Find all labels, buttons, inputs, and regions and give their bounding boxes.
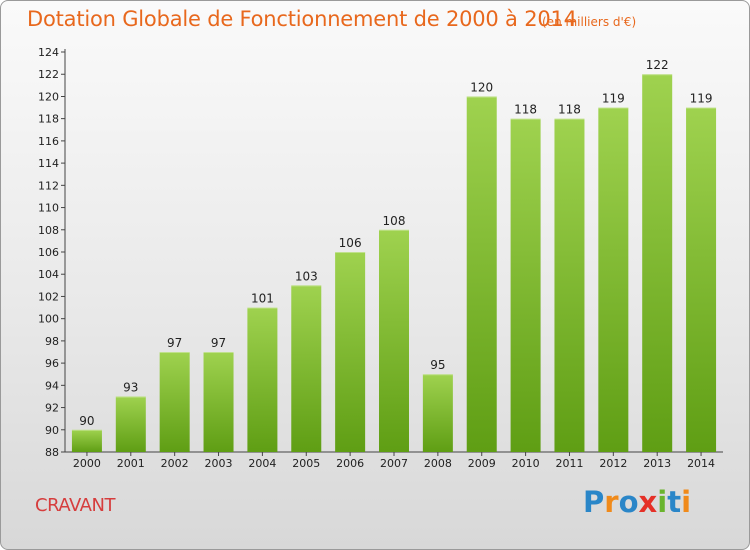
- value-label-2012: 119: [602, 92, 625, 106]
- x-tick-label: 2009: [468, 457, 496, 470]
- x-tick-label: 2004: [248, 457, 276, 470]
- y-tick-label: 102: [38, 290, 59, 303]
- y-tick-label: 122: [38, 68, 59, 81]
- y-tick-label: 104: [38, 268, 59, 281]
- y-tick-label: 124: [38, 46, 59, 59]
- logo-letter: r: [604, 485, 619, 519]
- x-tick-label: 2006: [336, 457, 364, 470]
- x-tick-label: 2014: [687, 457, 715, 470]
- bar-2000: [71, 429, 102, 452]
- y-tick-label: 110: [38, 202, 59, 215]
- value-labels-group: 90 93 97 97 101 103 106 108 95 120 118 118 119 122 119: [79, 58, 712, 428]
- logo-letter: x: [638, 485, 658, 519]
- bar-2010: [510, 118, 541, 453]
- x-tick-label: 2010: [512, 457, 540, 470]
- value-label-2011: 118: [558, 103, 581, 117]
- y-tick-label: 120: [38, 90, 59, 103]
- y-tick-label: 98: [45, 335, 59, 348]
- chart-subtitle: (en milliers d'€): [542, 15, 637, 29]
- proxiti-logo: Proxiti: [583, 485, 691, 519]
- y-tick-label: 92: [45, 402, 59, 415]
- y-tick-label: 112: [38, 179, 59, 192]
- y-tick-label: 94: [45, 379, 59, 392]
- value-label-2001: 93: [123, 380, 138, 394]
- logo-letter: t: [667, 485, 682, 519]
- y-tick-label: 96: [45, 357, 59, 370]
- x-tick-label: 2003: [205, 457, 233, 470]
- x-axis: 2000 2001 2002 2003 2004 2005 2006 2007 2008 2009…: [65, 451, 723, 470]
- bar-2001: [115, 396, 146, 452]
- value-label-2006: 106: [339, 236, 362, 250]
- x-tick-label: 2005: [292, 457, 320, 470]
- x-tick-label: 2012: [599, 457, 627, 470]
- value-label-2004: 101: [251, 292, 274, 306]
- bar-2007: [379, 229, 409, 452]
- x-tick-label: 2000: [73, 457, 101, 470]
- chart-title: Dotation Globale de Fonctionnement de 20…: [27, 7, 577, 31]
- value-label-2009: 120: [470, 80, 493, 94]
- bar-2008: [422, 374, 453, 452]
- bar-2014: [686, 107, 717, 453]
- bar-2006: [335, 252, 366, 452]
- logo-letter: i: [681, 485, 692, 519]
- value-label-2013: 122: [646, 58, 669, 72]
- x-tick-label: 2013: [643, 457, 671, 470]
- logo-letter: o: [618, 485, 639, 519]
- bar-2012: [598, 107, 629, 453]
- bars-group: [71, 74, 717, 453]
- bar-2011: [554, 118, 585, 453]
- bar-2009: [466, 96, 497, 452]
- bar-2005: [291, 285, 322, 452]
- value-label-2007: 108: [383, 214, 406, 228]
- y-tick-label: 100: [38, 313, 59, 326]
- bar-2002: [159, 352, 190, 452]
- value-label-2002: 97: [167, 336, 182, 350]
- value-label-2008: 95: [430, 358, 445, 372]
- logo-letter: P: [583, 485, 605, 519]
- y-tick-label: 108: [38, 224, 59, 237]
- logo-letter: i: [657, 485, 668, 519]
- y-tick-label: 88: [45, 446, 59, 459]
- x-tick-label: 2008: [424, 457, 452, 470]
- value-label-2005: 103: [295, 269, 318, 283]
- value-label-2014: 119: [690, 92, 713, 106]
- commune-name: CRAVANT: [35, 495, 115, 516]
- bar-2013: [642, 74, 673, 452]
- bar-2004: [247, 307, 278, 452]
- y-tick-label: 90: [45, 424, 59, 437]
- y-tick-label: 118: [38, 113, 59, 126]
- y-tick-label: 116: [38, 135, 59, 148]
- y-tick-label: 106: [38, 246, 59, 259]
- value-label-2000: 90: [79, 414, 94, 428]
- value-label-2003: 97: [211, 336, 226, 350]
- x-tick-label: 2002: [161, 457, 189, 470]
- bar-2003: [203, 352, 234, 452]
- y-tick-label: 114: [38, 157, 59, 170]
- x-tick-label: 2001: [117, 457, 145, 470]
- value-label-2010: 118: [514, 103, 537, 117]
- y-axis: 88 90 92 94 96 98 100 102 104 106 108 110 112 114 116 1…: [38, 46, 66, 459]
- x-tick-label: 2011: [555, 457, 583, 470]
- x-tick-label: 2007: [380, 457, 408, 470]
